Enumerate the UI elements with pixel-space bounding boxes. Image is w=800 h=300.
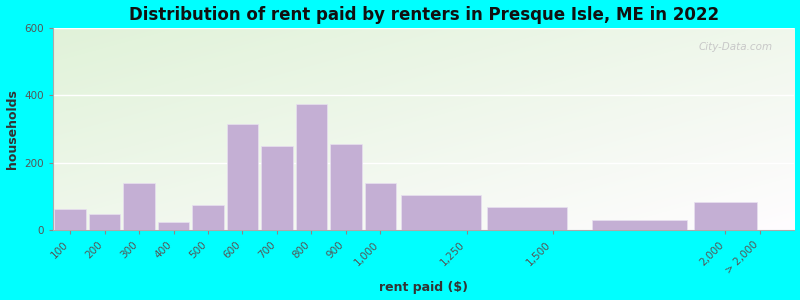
Bar [296,104,327,230]
Bar [592,220,687,230]
Title: Distribution of rent paid by renters in Presque Isle, ME in 2022: Distribution of rent paid by renters in … [129,6,718,24]
Bar [123,183,155,230]
Bar [226,124,258,230]
Bar [694,202,757,230]
Text: City-Data.com: City-Data.com [698,42,772,52]
Bar [401,195,481,230]
Bar [330,144,362,230]
Bar [54,208,86,230]
Bar [158,222,190,230]
Bar [365,183,396,230]
Bar [192,205,224,230]
Y-axis label: households: households [6,89,18,169]
X-axis label: rent paid ($): rent paid ($) [379,281,468,294]
Bar [487,207,566,230]
Bar [89,214,120,230]
Bar [261,146,293,230]
